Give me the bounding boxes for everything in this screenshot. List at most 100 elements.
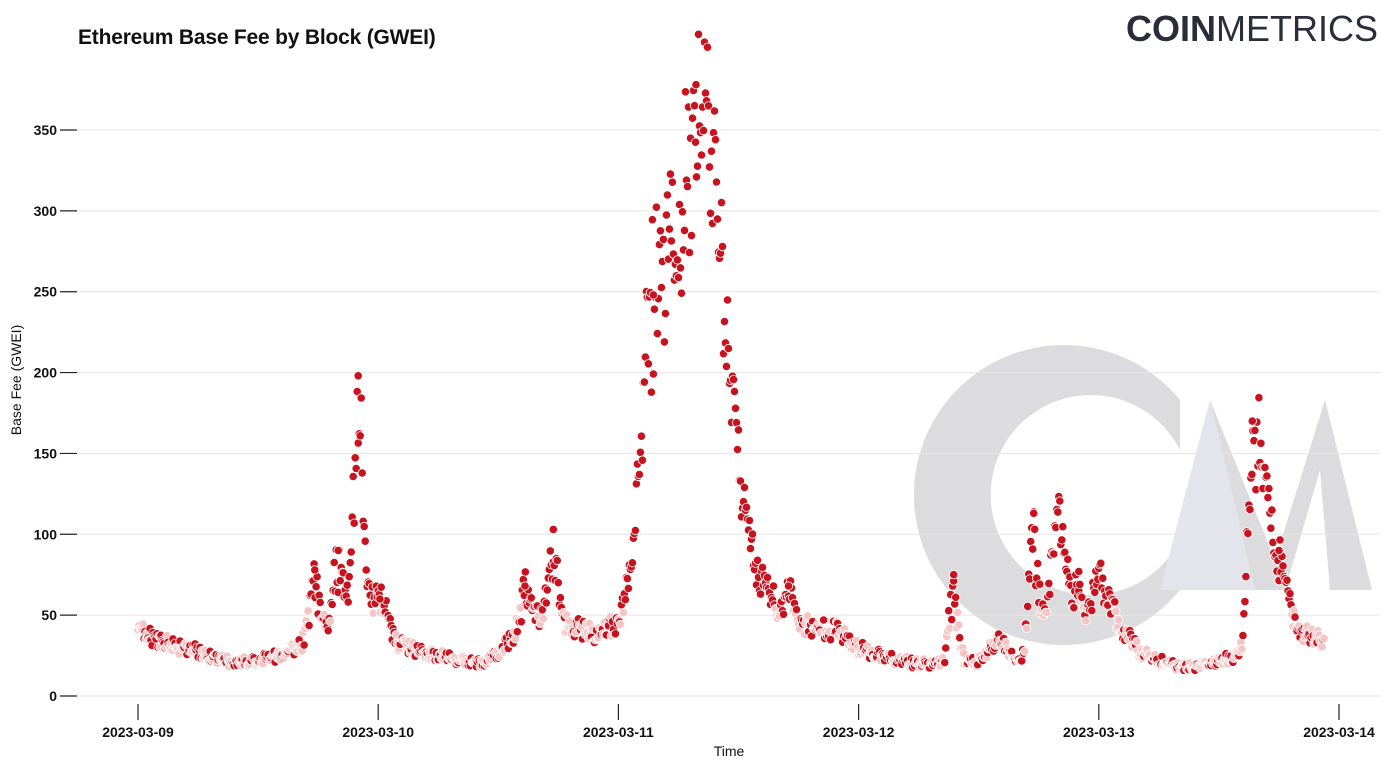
data-point: [1057, 535, 1067, 545]
data-point: [1020, 646, 1030, 656]
data-point: [679, 225, 690, 235]
data-point: [664, 224, 675, 234]
data-point: [1282, 575, 1292, 585]
data-point: [656, 282, 667, 293]
data-point: [1241, 571, 1251, 582]
data-point: [1017, 656, 1027, 666]
data-point: [1069, 603, 1079, 613]
data-point: [745, 543, 756, 554]
data-point: [1317, 642, 1327, 652]
data-point: [1045, 589, 1055, 600]
data-point: [1243, 528, 1253, 539]
data-point: [954, 620, 964, 630]
data-point: [778, 609, 789, 619]
data-point-peak: [520, 581, 530, 591]
data-point: [665, 169, 676, 179]
data-point-peak: [1074, 566, 1084, 577]
data-point: [791, 604, 802, 615]
data-point: [951, 592, 961, 602]
data-point-peak: [353, 371, 363, 381]
data-point: [757, 562, 768, 573]
data-point: [1033, 558, 1043, 569]
data-point: [953, 607, 963, 618]
data-point: [940, 657, 950, 668]
data-point: [959, 648, 969, 658]
data-point: [615, 619, 626, 629]
data-point: [356, 393, 366, 403]
data-point: [637, 455, 648, 465]
data-point: [682, 182, 693, 192]
data-point: [348, 471, 358, 482]
data-point: [672, 255, 683, 265]
data-point: [630, 525, 641, 536]
data-point: [730, 403, 741, 413]
data-point: [703, 101, 714, 111]
data-point: [1240, 596, 1250, 607]
data-point: [741, 502, 752, 512]
data-point: [537, 605, 547, 615]
data-point: [666, 236, 677, 246]
data-point: [1237, 644, 1247, 654]
data-point: [689, 101, 700, 111]
data-point: [350, 453, 360, 463]
data-points: [133, 29, 1329, 676]
data-point: [516, 617, 526, 627]
data-point: [1111, 606, 1121, 616]
data-point: [696, 150, 707, 160]
data-point: [768, 581, 779, 591]
data-point: [634, 469, 645, 480]
data-point: [349, 518, 359, 528]
data-point: [711, 177, 722, 187]
data-point: [687, 113, 698, 123]
y-tick-label: 0: [49, 688, 57, 704]
data-point-peak: [949, 570, 959, 580]
data-point: [1245, 504, 1255, 515]
data-point: [1081, 616, 1091, 626]
data-point: [1098, 573, 1108, 583]
data-point: [716, 198, 727, 208]
data-point: [1238, 630, 1248, 641]
data-point: [673, 272, 684, 283]
logo-coin-text: COIN: [1126, 8, 1216, 49]
data-point: [675, 263, 686, 273]
data-point: [704, 162, 715, 172]
data-point: [710, 135, 721, 145]
data-point: [346, 547, 356, 557]
data-point: [649, 304, 660, 314]
data-point: [627, 558, 638, 568]
data-point: [721, 361, 732, 371]
data-point: [304, 620, 314, 631]
y-tick-label: 50: [41, 607, 57, 623]
data-point: [552, 555, 562, 566]
data-point: [825, 635, 836, 645]
data-point: [676, 288, 687, 298]
data-point: [355, 431, 365, 441]
data-point: [1058, 522, 1068, 532]
data-point: [1132, 636, 1142, 647]
data-point: [1055, 496, 1065, 506]
data-point: [553, 578, 563, 588]
y-tick-label: 350: [34, 122, 58, 138]
y-tick-label: 150: [34, 445, 58, 461]
data-point: [723, 343, 734, 354]
data-point: [327, 599, 337, 610]
data-point: [610, 629, 621, 639]
data-point: [311, 582, 321, 592]
data-point: [692, 161, 703, 171]
data-point: [357, 468, 367, 478]
data-point: [623, 583, 634, 594]
data-point: [323, 626, 333, 636]
data-point: [1075, 579, 1085, 590]
data-point: [345, 558, 355, 568]
x-axis: 2023-03-09 2023-03-10 2023-03-11 2023-03-12…: [102, 704, 1375, 740]
data-point: [361, 565, 371, 575]
data-point: [359, 521, 369, 532]
data-point: [635, 447, 646, 457]
data-point: [648, 369, 659, 379]
y-tick-label: 100: [34, 526, 58, 542]
coinmetrics-logo: COINMETRICS: [1126, 8, 1378, 50]
data-point: [722, 295, 733, 305]
x-axis-title: Time: [714, 743, 745, 759]
data-point: [717, 242, 728, 252]
